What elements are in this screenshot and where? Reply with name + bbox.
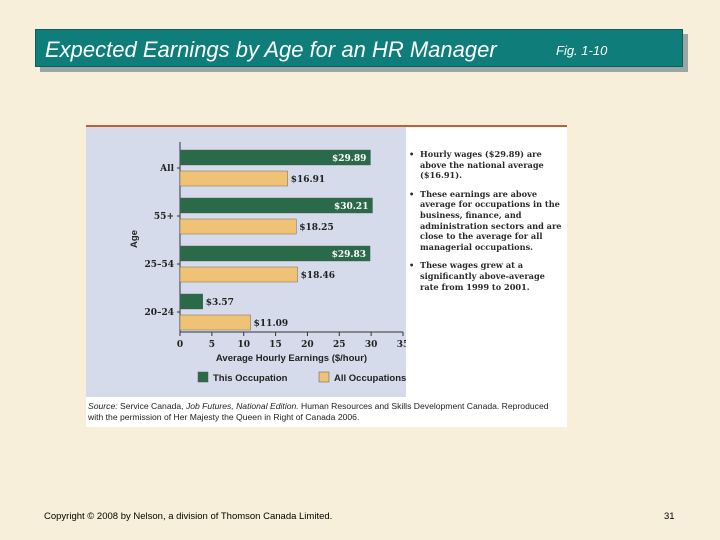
note-item: Hourly wages ($29.89) are above the nati… (406, 149, 566, 181)
note-item: These wages grew at a significantly abov… (406, 260, 566, 292)
x-tick-label: 35 (397, 340, 406, 350)
bar-all-occupations (179, 266, 298, 283)
bar-this-occupation (179, 149, 371, 166)
x-tick-label: 10 (237, 340, 250, 350)
x-tick-label: 25 (333, 340, 346, 350)
x-tick-label: 5 (209, 340, 215, 350)
data-label: $29.89 (332, 154, 366, 164)
x-tick-label: 30 (365, 340, 378, 350)
bar-this-occupation (179, 197, 373, 214)
source-text: Human Resources and Skills Development C… (88, 401, 549, 422)
data-label: $18.25 (299, 223, 333, 233)
data-label: $16.91 (291, 175, 325, 185)
x-tick-label: 20 (301, 340, 314, 350)
x-tick-label: 15 (269, 340, 282, 350)
legend-label: All Occupations (334, 373, 406, 384)
source-publication: Job Futures, National Edition. (185, 401, 299, 411)
figure-label: Fig. 1-10 (556, 43, 608, 58)
data-label: $29.83 (332, 250, 366, 260)
y-tick-label: 20–24 (144, 308, 174, 318)
title-bar: Expected Earnings by Age for an HR Manag… (35, 29, 683, 67)
source-lead: Source: (88, 401, 118, 411)
bar-all-occupations (179, 170, 288, 187)
legend-swatch-this-occupation (197, 371, 209, 383)
x-axis-label: Average Hourly Earnings ($/hour) (216, 353, 367, 364)
y-tick-label: 55+ (154, 212, 174, 222)
slide-title: Expected Earnings by Age for an HR Manag… (45, 37, 497, 62)
notes-list: Hourly wages ($29.89) are above the nati… (406, 149, 566, 300)
copyright: Copyright © 2008 by Nelson, a division o… (44, 511, 333, 522)
source-text: Service Canada, (117, 401, 186, 411)
x-tick-label: 0 (177, 340, 183, 350)
bar-chart: $29.89 $30.21 $29.83 $3.57 $16.91 $18.25 $18.4… (129, 142, 406, 384)
legend-label: This Occupation (213, 373, 288, 384)
source-note: Source: Service Canada, Job Futures, Nat… (88, 401, 558, 423)
y-axis-label: Age (129, 230, 140, 248)
bar-this-occupation (179, 293, 203, 310)
bar-this-occupation (179, 245, 371, 262)
note-item: These earnings are above average for occ… (406, 189, 566, 253)
bar-all-occupations (179, 218, 297, 235)
figure-panel: $29.89 $30.21 $29.83 $3.57 $16.91 $18.25 $18.4… (86, 125, 567, 427)
data-label: $3.57 (206, 298, 234, 308)
legend-swatch-all-occupations (318, 371, 330, 383)
page-number: 31 (664, 511, 675, 522)
y-tick-label: All (159, 164, 174, 174)
data-label: $18.46 (301, 271, 335, 281)
bar-all-occupations (179, 314, 251, 331)
y-tick-label: 25–54 (144, 260, 174, 270)
data-label: $30.21 (334, 202, 368, 212)
data-label: $11.09 (254, 319, 288, 329)
